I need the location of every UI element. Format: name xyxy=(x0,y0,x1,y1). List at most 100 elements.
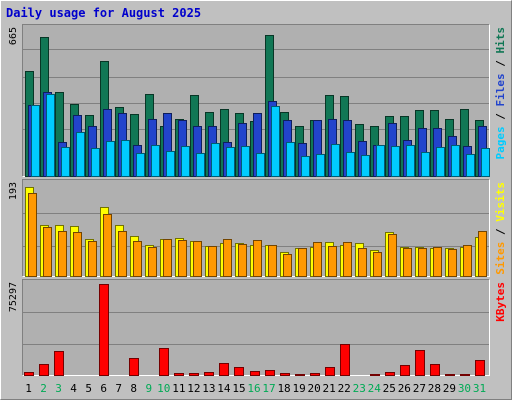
bar-pages-day-8 xyxy=(136,153,145,177)
x-tick-label-day-10: 10 xyxy=(157,382,170,395)
bar-sites-day-28 xyxy=(433,247,442,277)
bar-kbytes-day-21 xyxy=(325,367,335,376)
bar-pages-day-20 xyxy=(316,154,325,177)
chart-panel-3: 75297 KBytes xyxy=(8,279,507,376)
bar-sites-day-17 xyxy=(268,245,277,277)
series-legend-label: KBytes xyxy=(494,282,507,322)
panel-max-label: 75297 xyxy=(8,282,19,312)
bar-sites-day-31 xyxy=(478,231,487,277)
bar-kbytes-day-15 xyxy=(234,367,244,376)
bar-kbytes-day-29 xyxy=(445,374,455,376)
legend-part: Visits xyxy=(494,182,507,222)
bar-pages-day-4 xyxy=(76,132,85,177)
bar-pages-day-18 xyxy=(286,142,295,177)
x-tick-label-day-26: 26 xyxy=(398,382,411,395)
bar-pages-day-30 xyxy=(466,154,475,177)
panel-max-label: 665 xyxy=(8,27,19,45)
bar-sites-day-22 xyxy=(343,242,352,277)
legend-part: KBytes xyxy=(494,282,507,322)
bar-pages-day-9 xyxy=(151,145,160,177)
bar-kbytes-day-26 xyxy=(400,365,410,376)
bar-pages-day-17 xyxy=(271,106,280,177)
bar-kbytes-day-8 xyxy=(129,358,139,376)
x-tick-label-day-7: 7 xyxy=(115,382,122,395)
x-tick-label-day-23: 23 xyxy=(353,382,366,395)
bar-pages-day-11 xyxy=(181,146,190,177)
bar-pages-day-22 xyxy=(346,152,355,177)
bar-kbytes-day-25 xyxy=(385,372,395,376)
bar-sites-day-25 xyxy=(388,234,397,277)
bar-sites-day-12 xyxy=(193,241,202,277)
bar-sites-day-24 xyxy=(373,252,382,277)
bar-pages-day-25 xyxy=(391,146,400,177)
bar-sites-day-20 xyxy=(313,242,322,277)
bar-sites-day-19 xyxy=(298,248,307,277)
bar-sites-day-10 xyxy=(163,239,172,277)
x-tick-label-day-21: 21 xyxy=(323,382,336,395)
x-tick-label-day-29: 29 xyxy=(443,382,456,395)
bar-pages-day-21 xyxy=(331,144,340,177)
x-tick-label-day-2: 2 xyxy=(40,382,47,395)
bar-sites-day-26 xyxy=(403,248,412,277)
bar-kbytes-day-24 xyxy=(370,374,380,376)
x-tick-label-day-13: 13 xyxy=(202,382,215,395)
chart-panel-2: 193 Sites / Visits xyxy=(8,179,507,277)
bar-pages-day-27 xyxy=(421,152,430,177)
x-tick-label-day-8: 8 xyxy=(130,382,137,395)
bar-pages-day-26 xyxy=(406,145,415,177)
bar-kbytes-day-19 xyxy=(295,374,305,376)
bar-kbytes-day-1 xyxy=(24,372,34,376)
x-tick-label-day-11: 11 xyxy=(172,382,185,395)
chart-title: Daily usage for August 2025 xyxy=(6,6,201,20)
bar-pages-day-10 xyxy=(166,151,175,177)
x-tick-label-day-12: 12 xyxy=(187,382,200,395)
x-tick-label-day-18: 18 xyxy=(277,382,290,395)
bar-sites-day-27 xyxy=(418,248,427,277)
bar-kbytes-day-28 xyxy=(430,364,440,376)
x-tick-label-day-15: 15 xyxy=(232,382,245,395)
bar-kbytes-day-14 xyxy=(219,363,229,376)
x-tick-label-day-1: 1 xyxy=(25,382,32,395)
panel-max-label: 193 xyxy=(8,182,19,200)
bar-pages-day-14 xyxy=(226,147,235,177)
bar-sites-day-9 xyxy=(148,247,157,277)
x-tick-label-day-16: 16 xyxy=(247,382,260,395)
x-tick-label-day-24: 24 xyxy=(368,382,382,395)
bar-pages-day-23 xyxy=(361,155,370,177)
bar-pages-day-31 xyxy=(481,148,490,177)
x-tick-label-day-28: 28 xyxy=(428,382,441,395)
bar-sites-day-13 xyxy=(208,246,217,277)
bar-kbytes-day-22 xyxy=(340,344,350,376)
bar-sites-day-14 xyxy=(223,239,232,277)
bar-pages-day-1 xyxy=(31,105,40,177)
bar-kbytes-day-2 xyxy=(39,364,49,376)
x-tick-label-day-20: 20 xyxy=(308,382,321,395)
x-tick-label-day-6: 6 xyxy=(100,382,107,395)
bar-pages-day-29 xyxy=(451,145,460,177)
legend-part: Hits xyxy=(494,27,507,54)
bar-sites-day-16 xyxy=(253,240,262,277)
x-tick-label-day-27: 27 xyxy=(413,382,426,395)
bar-kbytes-day-27 xyxy=(415,350,425,376)
panel-border-dark xyxy=(22,179,490,277)
x-tick-label-day-22: 22 xyxy=(338,382,351,395)
bar-kbytes-day-17 xyxy=(265,370,275,376)
x-tick-label-day-14: 14 xyxy=(217,382,231,395)
bar-sites-day-1 xyxy=(28,193,37,277)
bar-pages-day-24 xyxy=(376,145,385,177)
bar-pages-day-2 xyxy=(46,94,55,177)
bar-pages-day-7 xyxy=(121,140,130,177)
bar-pages-day-19 xyxy=(301,156,310,177)
legend-part: / xyxy=(494,107,507,127)
legend-part: Files xyxy=(494,73,507,106)
bar-sites-day-4 xyxy=(73,232,82,277)
bar-sites-day-11 xyxy=(178,240,187,277)
x-tick-label-day-25: 25 xyxy=(383,382,396,395)
panel-border-dark xyxy=(22,279,490,376)
bar-sites-day-7 xyxy=(118,231,127,277)
bar-sites-day-30 xyxy=(463,245,472,277)
bar-sites-day-8 xyxy=(133,241,142,277)
